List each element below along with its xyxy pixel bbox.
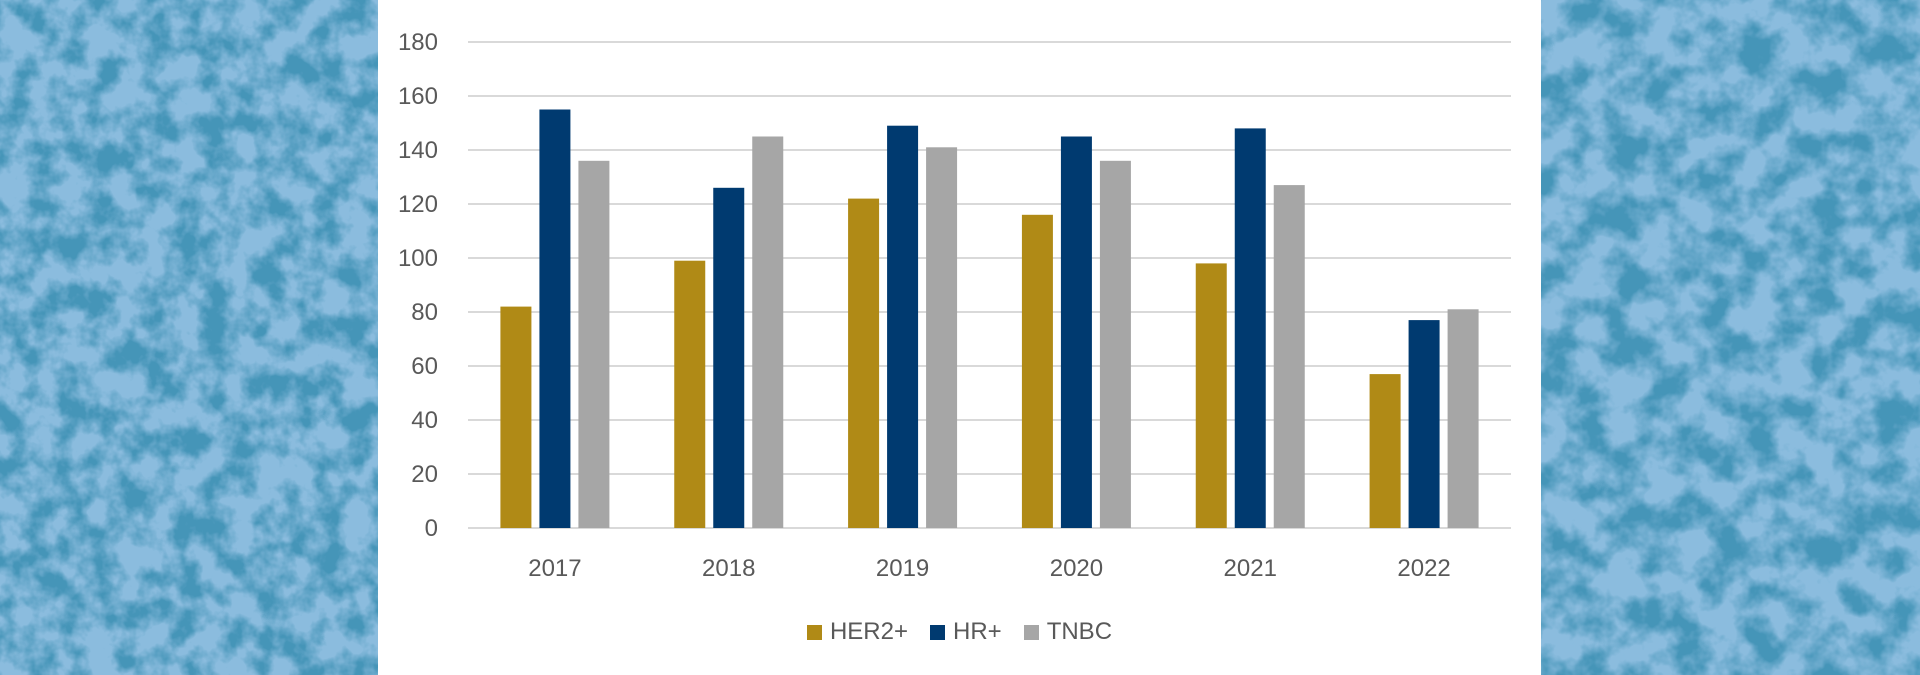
bar-tnbc-2021 — [1273, 185, 1305, 528]
bar-chart: 0 20 40 60 80 100 120 140 160 180 2017 2018 2019 2020… — [398, 29, 1511, 582]
x-tick-label: 2020 — [1050, 555, 1103, 582]
legend-label: HER2+ — [829, 618, 908, 645]
chart-panel: 0 20 40 60 80 100 120 140 160 180 2017 2018 2019 2020… — [378, 0, 1541, 675]
chart-legend: HER2+ HR+ TNBC — [378, 618, 1541, 646]
bar-tnbc-2017 — [578, 160, 610, 529]
y-tick-label: 80 — [411, 299, 438, 326]
bar-hr-2018 — [713, 187, 745, 529]
x-tick-label: 2022 — [1397, 555, 1450, 582]
x-tick-label: 2021 — [1224, 555, 1277, 582]
bar-hr-2020 — [1060, 136, 1092, 528]
y-tick-label: 160 — [398, 83, 438, 110]
bar-her2-2021 — [1195, 263, 1227, 528]
bar-hr-2021 — [1234, 128, 1266, 528]
histology-image-left — [0, 0, 378, 675]
bar-hr-2022 — [1408, 320, 1440, 528]
y-tick-label: 40 — [411, 407, 438, 434]
y-tick-label: 140 — [398, 137, 438, 164]
bar-hr-2017 — [539, 109, 571, 528]
tissue-texture-right — [1541, 0, 1920, 675]
bar-hr-2019 — [887, 125, 919, 528]
x-tick-label: 2018 — [702, 555, 755, 582]
legend-item: HER2+ — [806, 618, 908, 646]
y-tick-label: 180 — [398, 29, 438, 56]
bar-tnbc-2020 — [1099, 160, 1131, 529]
bar-tnbc-2019 — [926, 147, 958, 529]
legend-swatch — [930, 624, 945, 640]
bar-tnbc-2018 — [752, 136, 784, 528]
bar-her2-2022 — [1369, 374, 1401, 528]
bar-her2-2020 — [1021, 214, 1053, 529]
legend-item: HR+ — [930, 618, 1002, 646]
legend-label: HR+ — [953, 618, 1002, 645]
y-tick-label: 0 — [425, 515, 438, 542]
x-tick-label: 2019 — [876, 555, 929, 582]
y-tick-label: 60 — [411, 353, 438, 380]
legend-swatch — [1023, 624, 1039, 640]
bar-her2-2017 — [500, 306, 532, 528]
bar-her2-2019 — [848, 198, 880, 528]
legend-label: TNBC — [1046, 618, 1113, 645]
legend-swatch — [806, 624, 822, 640]
y-tick-label: 100 — [398, 245, 438, 272]
y-tick-label: 20 — [411, 461, 438, 488]
legend-item: TNBC — [1023, 618, 1113, 646]
bar-her2-2018 — [674, 260, 706, 528]
bar-tnbc-2022 — [1447, 309, 1479, 528]
x-tick-label: 2017 — [528, 555, 581, 582]
y-tick-label: 120 — [398, 191, 438, 218]
histology-image-right — [1541, 0, 1920, 675]
tissue-texture-left — [0, 0, 378, 675]
